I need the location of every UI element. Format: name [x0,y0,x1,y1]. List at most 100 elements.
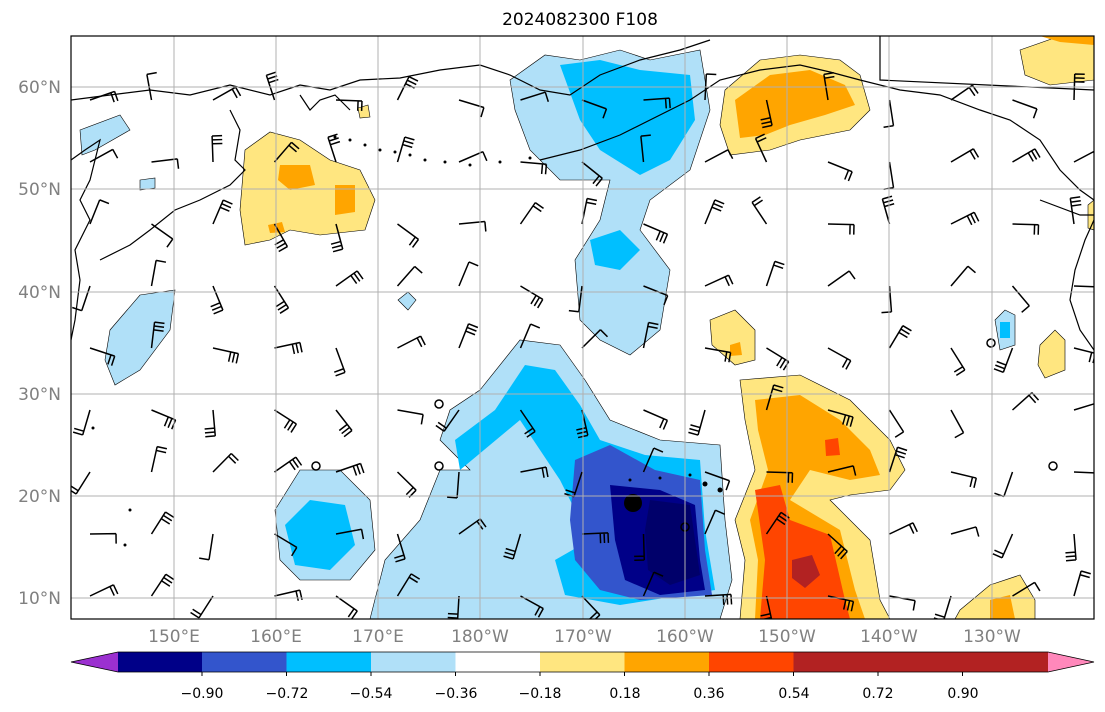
wind-barb [190,595,214,619]
lon-label: 170°E [352,627,404,647]
wind-barb [274,409,298,433]
wind-barb [950,265,976,287]
wind-barb [89,199,110,225]
wind-barb [827,223,855,235]
wind-barb [950,409,965,439]
lon-label: 150°W [758,627,816,647]
wind-barb [212,347,240,364]
open-station-marker [434,399,444,409]
anomaly-region [285,500,355,570]
wind-barb [992,533,1014,559]
anomaly-region [792,555,820,588]
colorbar-segment [624,652,709,672]
wind-barb [150,445,168,473]
wind-barb [827,595,855,612]
anomaly-region [397,291,417,311]
filled-station-marker [624,494,642,512]
wind-barb [330,223,344,253]
anomaly-region [335,185,355,215]
wind-barb [265,71,279,101]
wind-barb [1012,581,1041,597]
colorbar-segment [286,652,371,672]
colorbar-tick-label: 0.18 [609,686,640,702]
wind-barb [888,409,905,438]
wind-barb [760,99,773,129]
wind-barb [151,409,177,430]
wind-barb [765,260,785,287]
colorbar-segment [878,652,1048,672]
lon-label: 180°W [451,627,509,647]
wind-barb [150,573,175,597]
colorbar-segment [455,652,540,672]
wind-barb [447,471,460,499]
wind-barb [396,265,423,287]
colorbar-tick-label: −0.72 [266,686,309,702]
wind-barb [204,409,217,438]
coastline [71,39,711,101]
coastline [1069,219,1094,351]
colorbar-segment [202,652,287,672]
wind-barb [642,321,659,349]
wind-barb [150,511,175,535]
lon-label: 130°W [963,627,1021,647]
coastline [1039,199,1094,216]
wind-barb [199,533,214,561]
wind-barb [1073,347,1094,364]
wind-barb [933,595,952,619]
colorbar-outline [70,651,1095,673]
wind-barb [1073,471,1094,474]
coastline [99,109,246,261]
wind-barb [766,471,794,483]
colorbar-tick-label: 0.54 [778,686,809,702]
anomaly-region [357,104,371,119]
wind-barb [643,285,669,306]
lat-label: 50°N [18,180,61,200]
wind-barb [146,71,157,101]
wind-barb [827,533,848,560]
wind-barb [704,199,725,225]
lon-label: 160°E [250,627,302,647]
wind-barb [704,149,734,163]
wind-barb [827,347,852,370]
wind-barb [458,150,488,163]
wind-barb [519,202,544,225]
colorbar-segment [371,652,456,672]
wind-barb [274,533,298,557]
wind-barb [396,573,421,597]
wind-barb [1011,392,1040,411]
wind-barb [273,223,289,253]
wind-barb [519,323,541,349]
wind-barb [519,409,536,438]
coastline [539,64,1094,201]
wind-barb [1073,285,1094,288]
anomaly-region [645,500,700,585]
colorbar-tick-labels: −0.90 −0.72 −0.54 −0.36 −0.18 0.18 0.36 … [181,686,979,702]
wind-barb [212,452,239,473]
wind-barb [704,471,731,491]
wind-barb [327,133,341,163]
wind-barb [89,90,119,103]
wind-barb [211,134,223,163]
colorbar-segment [709,652,794,672]
colorbar-tick-label: 0.36 [693,686,724,702]
wind-barb [335,462,365,476]
wind-barb [151,158,180,169]
wind-barb [273,285,290,314]
gridlines [71,36,1094,619]
wind-barb [212,86,242,101]
wind-barb [581,197,598,225]
wind-barb [503,533,522,560]
lat-label: 40°N [18,283,61,303]
open-station-marker [434,461,444,471]
wind-barb [274,589,303,601]
open-station-marker [311,461,321,471]
wind-barb [827,409,854,427]
wind-barb [634,533,646,562]
wind-barb [397,335,426,349]
wind-barb [765,511,790,535]
colorbar-tick-label: 0.90 [947,686,978,702]
wind-barb [994,471,1014,498]
lon-label: 150°E [148,627,200,647]
wind-barb [273,141,300,163]
